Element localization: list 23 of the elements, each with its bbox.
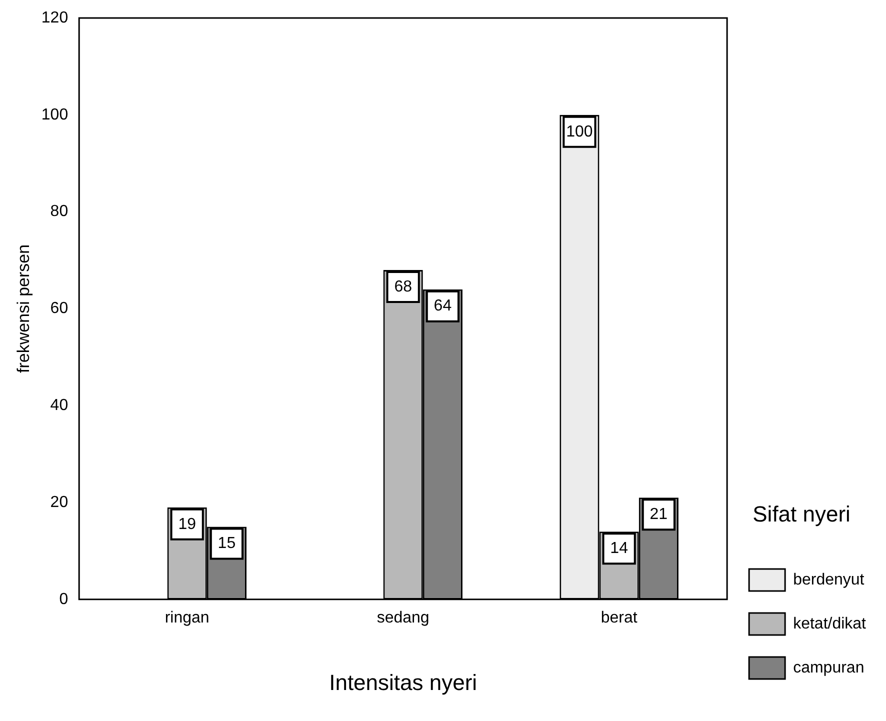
x-tick-label: ringan xyxy=(164,609,210,626)
data-label: 68 xyxy=(394,278,412,296)
y-axis-title: frekwensi persen xyxy=(14,244,33,373)
y-tick-label: 20 xyxy=(50,494,68,511)
legend-title: Sifat nyeri xyxy=(752,502,850,527)
x-axis-title: Intensitas nyeri xyxy=(329,670,478,695)
data-label: 21 xyxy=(650,506,668,524)
y-tick-label: 40 xyxy=(50,397,68,414)
y-tick-label: 0 xyxy=(59,590,68,608)
data-label: 15 xyxy=(218,535,236,552)
legend-label: campuran xyxy=(793,659,864,676)
y-tick-label: 80 xyxy=(50,203,68,220)
y-tick-label: 60 xyxy=(50,300,68,318)
y-tick-label: 120 xyxy=(41,9,68,26)
x-tick-label: berat xyxy=(600,609,638,626)
data-label: 14 xyxy=(610,540,628,557)
data-label: 19 xyxy=(178,516,196,533)
y-tick-label: 100 xyxy=(41,106,68,124)
x-tick-label: sedang xyxy=(376,609,430,626)
legend-label: berdenyut xyxy=(793,571,865,588)
data-label: 100 xyxy=(566,123,593,140)
data-label: 64 xyxy=(434,298,452,315)
legend-label: ketat/dikat xyxy=(793,615,867,632)
